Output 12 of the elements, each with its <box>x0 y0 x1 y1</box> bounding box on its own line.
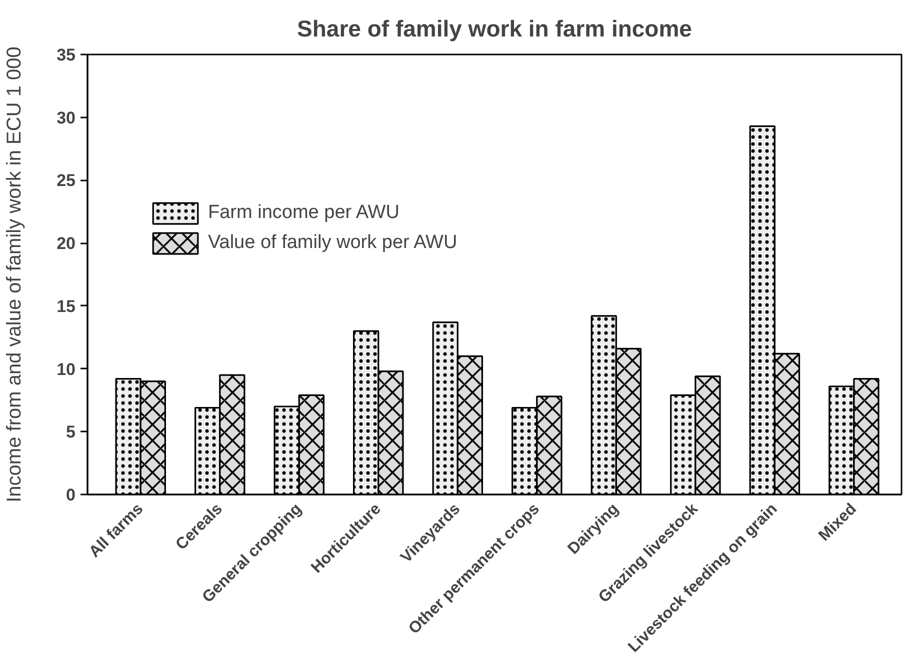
y-tick-label: 20 <box>56 234 76 254</box>
y-tick-label: 10 <box>56 360 76 379</box>
y-tick-label: 15 <box>56 296 76 316</box>
y-axis-title: Income from and value of family work in ECU 1 000 <box>4 46 26 502</box>
y-tick-label: 25 <box>56 171 76 190</box>
y-tick-label: 30 <box>56 108 76 128</box>
y-tick-label: 5 <box>66 422 76 442</box>
legend-label: Farm income per AWU <box>208 202 400 224</box>
y-tick-label: 35 <box>56 46 76 64</box>
legend-label: Value of family work per AWU <box>208 232 458 254</box>
y-tick-label: 0 <box>66 486 76 504</box>
chart-title: Share of family work in farm income <box>297 16 692 42</box>
